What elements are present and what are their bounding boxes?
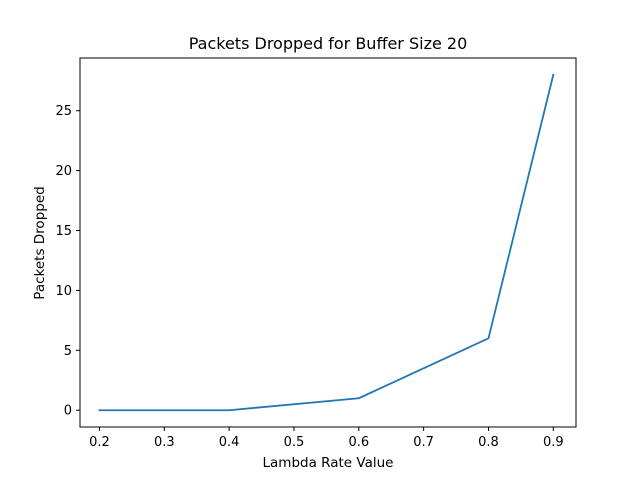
y-axis-title: Packets Dropped <box>32 186 48 299</box>
x-tick-label: 0.3 <box>154 435 175 450</box>
chart-title: Packets Dropped for Buffer Size 20 <box>189 34 468 53</box>
x-tick-label: 0.4 <box>219 435 240 450</box>
y-tick-label: 5 <box>64 344 72 359</box>
axes-frame <box>79 57 577 428</box>
y-tick-label: 10 <box>55 284 72 299</box>
series-layer <box>98 73 555 412</box>
x-tick-label: 0.6 <box>348 435 369 450</box>
x-tick-label: 0.8 <box>478 435 499 450</box>
x-axis-title: Lambda Rate Value <box>263 455 394 471</box>
y-tick-label: 0 <box>64 404 72 419</box>
data-series-line <box>98 73 555 412</box>
x-tick-label: 0.5 <box>284 435 305 450</box>
x-tick-label: 0.2 <box>89 435 110 450</box>
x-tick-label: 0.9 <box>543 435 564 450</box>
x-axis-ticks: 0.2 0.3 0.4 0.5 0.6 0.7 0.8 0.9 <box>89 427 564 450</box>
y-tick-label: 25 <box>55 104 72 119</box>
y-tick-label: 20 <box>55 164 72 179</box>
x-tick-label: 0.7 <box>413 435 434 450</box>
y-axis-ticks: 0 5 10 15 20 25 <box>55 104 80 419</box>
y-tick-label: 15 <box>55 224 72 239</box>
